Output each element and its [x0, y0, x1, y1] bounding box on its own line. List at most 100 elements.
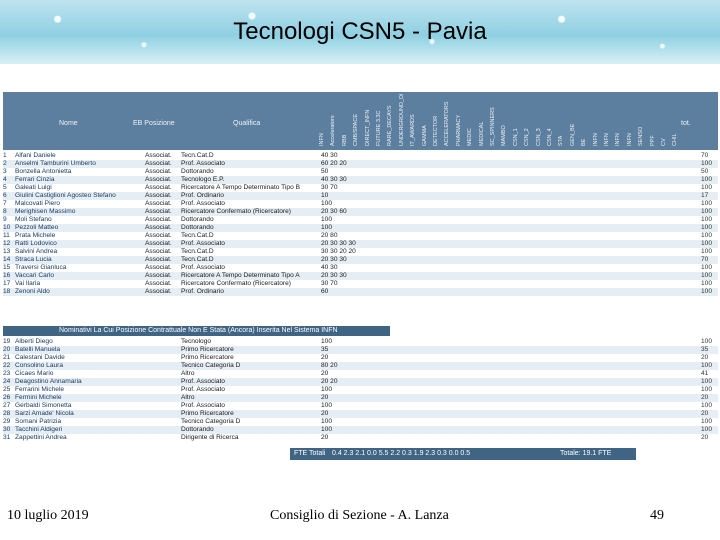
- row-total: 100: [701, 402, 713, 409]
- column-header: CSN_1: [512, 128, 519, 146]
- row-values: 100: [321, 224, 333, 231]
- row-number: 12: [3, 240, 11, 247]
- row-values: 40 30: [321, 152, 338, 159]
- row-total: 20: [701, 410, 709, 417]
- table-row: 27 Gerbaldi Simonetta Prof. Associato 100 10…: [3, 402, 718, 410]
- row-number: 25: [3, 386, 11, 393]
- row-values: 20: [321, 434, 329, 441]
- column-header: DETECTOR: [433, 115, 439, 146]
- row-total: 100: [701, 288, 713, 295]
- row-qualification: Primo Ricercatore: [181, 410, 234, 417]
- row-qualification: Dottorando: [181, 224, 214, 231]
- row-values: 40 30 30: [321, 176, 347, 183]
- row-number: 7: [3, 200, 7, 207]
- row-qualification: Prof. Associato: [181, 264, 225, 271]
- row-number: 10: [3, 224, 11, 231]
- table-header: Nome EB Posizione Qualifica tot. INFN Acc…: [3, 92, 718, 150]
- row-position: Associat.: [145, 192, 172, 199]
- row-qualification: Primo Ricercatore: [181, 354, 234, 361]
- row-values: 20 30 60: [321, 208, 347, 215]
- table-row: 4 Ferrari Cinzia Associat. Tecnologo E.P. 40…: [3, 176, 718, 184]
- row-values: 20: [321, 370, 329, 377]
- row-total: 100: [701, 418, 713, 425]
- row-position: Associat.: [145, 224, 172, 231]
- row-qualification: Tecn.Cat.D: [181, 256, 214, 263]
- row-name: Straca Lucia: [15, 256, 52, 263]
- row-number: 14: [3, 256, 11, 263]
- row-number: 6: [3, 192, 7, 199]
- row-position: Associat.: [145, 280, 172, 287]
- row-position: Associat.: [145, 240, 172, 247]
- column-header: SC_SPINNERS: [490, 107, 496, 146]
- row-qualification: Prof. Associato: [181, 386, 225, 393]
- row-number: 22: [3, 362, 11, 369]
- table-row: 28 Sarzi Amade' Nicola Primo Ricercatore 20…: [3, 410, 718, 418]
- header-posizione: EB Posizione: [133, 120, 175, 127]
- spreadsheet-image: Nome EB Posizione Qualifica tot. INFN Acc…: [3, 92, 718, 464]
- row-name: Bonzella Antonietta: [15, 168, 72, 175]
- row-total: 20: [701, 354, 709, 361]
- row-number: 23: [3, 370, 11, 377]
- table-row: 6 Giulini Castiglioni Agosteo Stefano Asso…: [3, 192, 718, 200]
- row-values: 100: [321, 402, 333, 409]
- row-values: 100: [321, 386, 333, 393]
- row-values: 30 70: [321, 280, 338, 287]
- table-row: 10 Pezzoli Matteo Associat. Dottorando 100 10…: [3, 224, 718, 232]
- row-total: 100: [701, 216, 713, 223]
- row-total: 20: [701, 434, 709, 441]
- row-qualification: Prof. Associato: [181, 378, 225, 385]
- column-header: CSN_3: [535, 128, 542, 146]
- column-header: CSN_4: [547, 128, 553, 146]
- row-qualification: Prof. Associato: [181, 402, 225, 409]
- row-position: Associat.: [145, 288, 172, 295]
- row-position: Associat.: [145, 184, 172, 191]
- row-total: 100: [701, 160, 713, 167]
- row-number: 24: [3, 378, 11, 385]
- column-header: PHARMACY: [455, 114, 462, 146]
- totals-values: 0.4 2.3 2.1 0.0 5.5 2.2 0.3 1.9 2.3 0.3 …: [332, 450, 471, 457]
- row-total: 100: [701, 232, 713, 239]
- row-name: Giulini Castiglioni Agosteo Stefano: [15, 192, 116, 199]
- row-name: Malcovati Piero: [15, 200, 61, 207]
- row-position: Associat.: [145, 232, 172, 239]
- row-number: 9: [3, 216, 7, 223]
- row-name: Vaccari Carlo: [15, 272, 55, 279]
- table-row: 21 Calestani Davide Primo Ricercatore 20 20: [3, 354, 718, 362]
- row-values: 20: [321, 354, 329, 361]
- row-qualification: Dottorando: [181, 216, 214, 223]
- row-values: 20: [321, 394, 329, 401]
- table-row: 15 Traversi Gianluca Associat. Prof. Associ…: [3, 264, 718, 272]
- table-row: 14 Straca Lucia Associat. Tecn.Cat.D 20 30 3…: [3, 256, 718, 264]
- column-header: Accelerators: [330, 115, 337, 146]
- row-name: Ferrarini Michele: [15, 386, 65, 393]
- row-qualification: Tecn.Cat.D: [181, 152, 214, 159]
- row-values: 100: [321, 216, 333, 223]
- row-name: Gerbaldi Simonetta: [15, 402, 72, 409]
- row-name: Zappettini Andrea: [15, 434, 67, 441]
- row-number: 18: [3, 288, 11, 295]
- table-row: 24 Deagostino Annamaria Prof. Associato 20 …: [3, 378, 718, 386]
- totals-label: FTE Totali: [294, 450, 326, 457]
- table-row: 16 Vaccari Carlo Associat. Ricercatore A Te…: [3, 272, 718, 280]
- row-total: 100: [701, 224, 713, 231]
- row-qualification: Tecn.Cat.D: [181, 248, 214, 255]
- row-position: Associat.: [145, 152, 172, 159]
- row-number: 29: [3, 418, 11, 425]
- row-qualification: Prof. Associato: [181, 160, 225, 167]
- row-qualification: Dottorando: [181, 168, 214, 175]
- row-total: 100: [701, 426, 713, 433]
- row-total: 100: [701, 264, 713, 271]
- row-number: 13: [3, 248, 11, 255]
- table-row: 22 Consolino Laura Tecnico Categoria D 80 2…: [3, 362, 718, 370]
- row-name: Alberti Diego: [15, 338, 53, 345]
- row-name: Alfani Daniele: [15, 152, 56, 159]
- row-qualification: Tecnico Categoria D: [181, 418, 241, 425]
- table-row: 18 Zenoni Aldo Associat. Prof. Ordinario 60 1…: [3, 288, 718, 296]
- table-row: 19 Alberti Diego Tecnologo 100 100: [3, 338, 718, 346]
- row-values: 10: [321, 192, 329, 199]
- column-header: MAMBO: [501, 125, 508, 146]
- footer-page: 49: [650, 508, 664, 523]
- row-qualification: Ricercatore A Tempo Determinato Tipo A: [181, 272, 300, 279]
- column-header: GEN_BE: [569, 123, 576, 146]
- row-total: 70: [701, 152, 709, 159]
